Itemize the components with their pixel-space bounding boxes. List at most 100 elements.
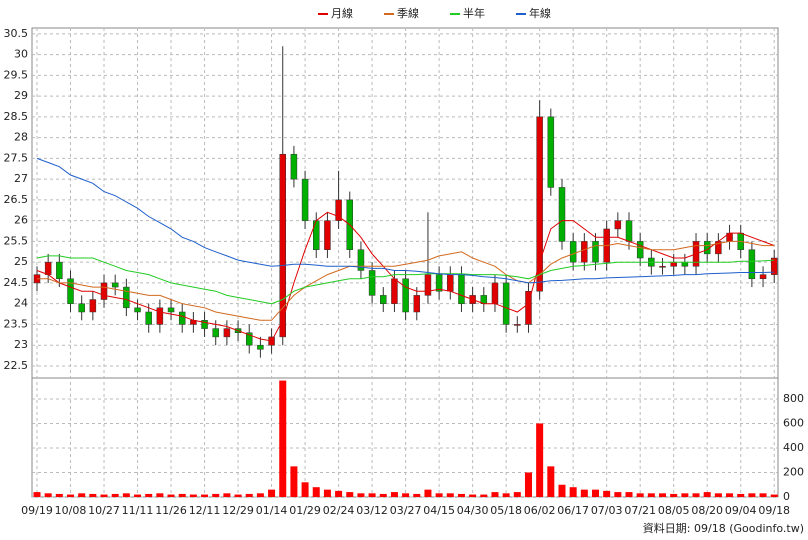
candle-body	[670, 261, 677, 267]
volume-bar	[111, 493, 119, 497]
x-tick-label: 12/29	[222, 504, 254, 517]
volume-bar	[55, 493, 63, 497]
volume-bar	[580, 489, 588, 497]
volume-tick-label: 200	[783, 465, 804, 478]
x-tick-label: 05/18	[490, 504, 522, 517]
x-tick-label: 09/19	[21, 504, 53, 517]
candle-body	[592, 241, 599, 263]
candle-body	[748, 249, 756, 280]
volume-bar	[457, 493, 465, 497]
y-tick-label: 26	[14, 214, 28, 227]
candle-body	[636, 241, 644, 259]
footer: 資料日期: 09/18 (Goodinfo.tw)	[643, 521, 804, 535]
candle-body	[391, 278, 398, 304]
x-tick-label: 09/04	[725, 504, 757, 517]
volume-bar	[513, 492, 521, 497]
x-tick-label: 02/24	[323, 504, 355, 517]
volume-bar	[592, 489, 599, 497]
x-tick-label: 07/21	[624, 504, 656, 517]
candle-body	[201, 320, 208, 329]
candle-body	[514, 324, 521, 326]
volume-bar	[703, 492, 711, 497]
volume-bar	[323, 489, 331, 497]
candle-body	[569, 241, 577, 263]
y-tick-label: 23.5	[4, 317, 29, 330]
y-tick-label: 30.5	[4, 27, 29, 40]
y-tick-label: 23	[14, 338, 28, 351]
volume-bar	[480, 494, 488, 497]
x-tick-label: 06/02	[524, 504, 556, 517]
volume-bar	[44, 493, 52, 497]
volume-bar	[268, 489, 276, 497]
volume-bar	[402, 493, 410, 497]
volume-bar	[603, 490, 611, 497]
x-tick-label: 10/27	[88, 504, 120, 517]
volume-bar	[122, 493, 130, 497]
volume-bar	[390, 492, 398, 497]
volume-bar	[89, 493, 97, 497]
x-tick-label: 11/26	[155, 504, 187, 517]
candle-body	[625, 220, 633, 242]
volume-bar	[569, 487, 577, 497]
volume-bar	[201, 494, 209, 497]
candle-body	[424, 274, 432, 296]
candle-body	[659, 266, 666, 268]
volume-bar	[547, 466, 555, 497]
volume-tick-label: 800	[783, 392, 804, 405]
legend-label: 季線	[397, 6, 419, 20]
volume-bar	[335, 490, 343, 497]
volume-tick-label: 400	[783, 441, 804, 454]
candle-body	[357, 249, 365, 271]
candle-body	[167, 307, 175, 313]
volume-tick-label: 0	[783, 490, 790, 503]
candle-body	[145, 311, 152, 325]
x-tick-label: 11/11	[122, 504, 154, 517]
volume-bar	[301, 482, 309, 497]
candle-body	[770, 257, 778, 275]
volume-bar	[692, 493, 700, 497]
candle-body	[100, 282, 108, 300]
candle-body	[324, 220, 331, 250]
candle-body	[491, 282, 499, 304]
x-tick-label: 12/11	[189, 504, 221, 517]
x-tick-label: 01/14	[256, 504, 288, 517]
volume-bar	[726, 493, 734, 497]
candle-body	[134, 307, 141, 313]
volume-bar	[636, 493, 644, 497]
volume-bar	[67, 494, 75, 497]
volume-bar	[134, 494, 142, 497]
x-tick-label: 06/17	[557, 504, 589, 517]
candle-body	[536, 116, 543, 292]
candle-body	[123, 286, 130, 309]
candle-body	[380, 295, 387, 304]
volume-bar	[167, 494, 175, 497]
volume-bar	[625, 492, 633, 497]
ma-line	[36, 255, 775, 305]
y-tick-label: 30	[14, 48, 28, 61]
candle-body	[67, 278, 74, 304]
y-tick-label: 24	[14, 297, 28, 310]
candle-body	[547, 116, 555, 188]
volume-bar	[256, 493, 264, 497]
candle-body	[111, 282, 119, 288]
x-tick-label: 04/30	[457, 504, 489, 517]
volume-bar	[290, 466, 298, 497]
y-tick-label: 22.5	[4, 359, 29, 372]
volume-bar	[446, 493, 454, 497]
legend-label: 月線	[331, 6, 353, 20]
volume-bar	[413, 493, 421, 497]
volume-bar	[647, 493, 655, 497]
candle-body	[56, 261, 63, 280]
volume-bar	[145, 493, 153, 497]
x-tick-label: 04/15	[423, 504, 455, 517]
candle-body	[257, 344, 264, 350]
y-tick-label: 25.5	[4, 234, 29, 247]
x-tick-label: 01/29	[289, 504, 321, 517]
volume-bar	[223, 493, 231, 497]
candle-body	[558, 187, 566, 242]
x-tick-label: 07/03	[591, 504, 623, 517]
volume-bar	[614, 492, 622, 497]
candle-body	[301, 178, 309, 221]
candle-body	[212, 328, 219, 338]
y-tick-label: 29	[14, 89, 28, 102]
